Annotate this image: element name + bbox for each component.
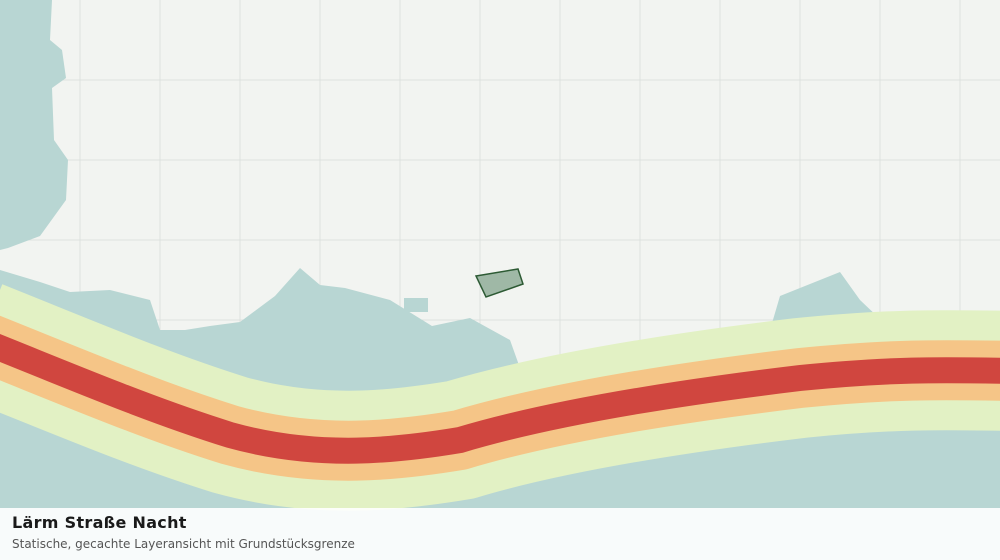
legend-title: Lärm Straße Nacht <box>12 513 187 532</box>
noise-area <box>404 298 428 312</box>
parcel-boundary <box>474 268 524 298</box>
noise-area <box>0 0 68 250</box>
legend-panel <box>0 508 1000 560</box>
legend-subtitle: Statische, gecachte Layeransicht mit Gru… <box>12 537 355 551</box>
noise-bands <box>0 284 1000 511</box>
noise-band-very-high <box>0 334 1000 464</box>
